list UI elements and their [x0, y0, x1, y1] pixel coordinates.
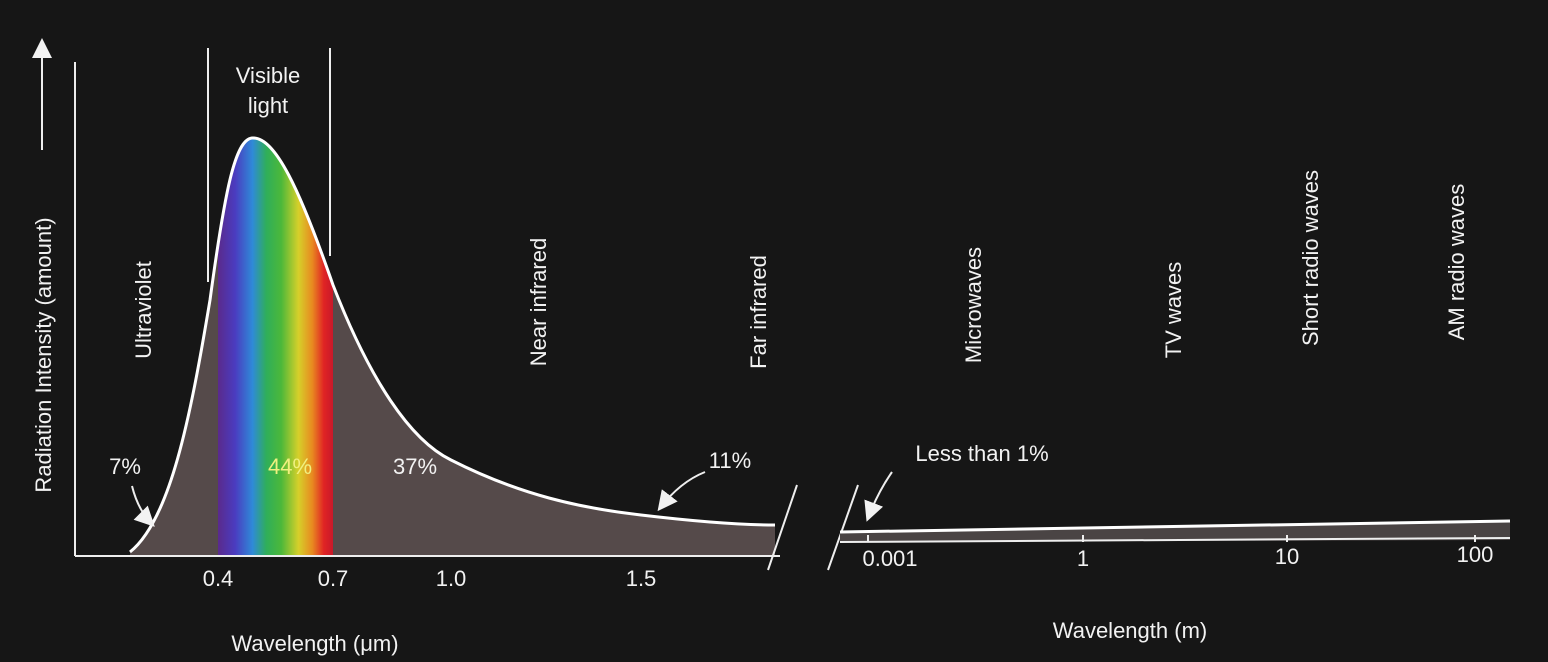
- share-label: 11%: [709, 448, 751, 473]
- share-label: 44%: [268, 454, 312, 479]
- curve: [839, 519, 1511, 534]
- region-label: Microwaves: [961, 247, 986, 363]
- share-label: Less than 1%: [915, 441, 1048, 466]
- x-tick-label: 1.5: [626, 566, 657, 591]
- share-label: 7%: [109, 454, 141, 479]
- x-tick-label: 0.4: [203, 566, 234, 591]
- x-tick-label: 100: [1457, 542, 1494, 567]
- arrow: [131, 485, 155, 527]
- region-label: Far infrared: [746, 255, 771, 369]
- arrow: [657, 471, 706, 512]
- axis-break: [827, 484, 859, 571]
- x-tick-label: 0.001: [862, 546, 917, 571]
- axis-break: [767, 484, 798, 571]
- x-axis-label: Wavelength (μm): [231, 631, 398, 656]
- share-label: 37%: [393, 454, 437, 479]
- x-tick-label: 0.7: [318, 566, 349, 591]
- region-label: Short radio waves: [1298, 170, 1323, 346]
- band-label: Visible: [236, 63, 300, 88]
- region-label: TV waves: [1161, 262, 1186, 359]
- arrow: [864, 471, 893, 522]
- region-label: Near infrared: [526, 238, 551, 366]
- y-axis-label: Radiation Intensity (amount): [31, 217, 56, 492]
- x-axis-label: Wavelength (m): [1053, 618, 1207, 643]
- curve: [129, 136, 776, 554]
- band-label: light: [248, 93, 288, 118]
- x-tick-label: 1: [1077, 546, 1089, 571]
- x-axis-right: [839, 537, 1511, 543]
- x-tick-label: 1.0: [436, 566, 467, 591]
- region-label: Ultraviolet: [131, 261, 156, 359]
- region-label: AM radio waves: [1444, 184, 1469, 341]
- curve-area: [840, 521, 1510, 542]
- x-tick-label: 10: [1275, 544, 1299, 569]
